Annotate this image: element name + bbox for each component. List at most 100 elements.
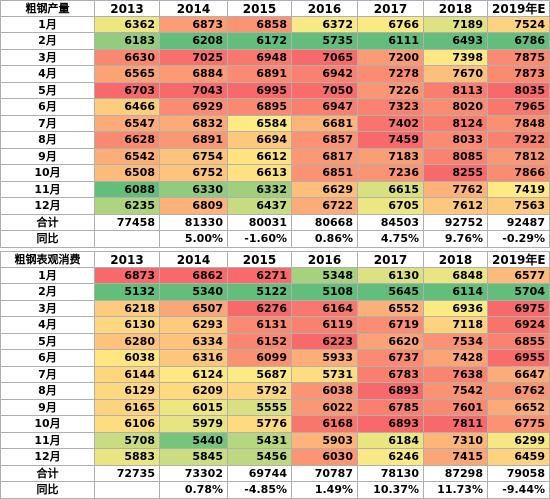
- row-label: 1月: [0, 267, 95, 284]
- value-cell: 5903: [292, 432, 358, 449]
- value-cell: 7866: [488, 165, 550, 182]
- column-header: 2016: [292, 0, 358, 17]
- value-cell: 6851: [292, 165, 358, 182]
- value-cell: 7875: [488, 49, 550, 66]
- value-cell: 6130: [95, 317, 160, 334]
- row-label: 2月: [0, 284, 95, 301]
- value-cell: 6124: [160, 366, 228, 383]
- row-label: 1月: [0, 16, 95, 33]
- total-label: 合计: [0, 214, 95, 231]
- value-cell: 6942: [292, 66, 358, 83]
- total-cell: 77458: [95, 214, 160, 231]
- value-cell: 6873: [160, 16, 228, 33]
- value-cell: 7226: [358, 82, 424, 99]
- value-cell: 8124: [424, 115, 488, 132]
- value-cell: 6613: [228, 165, 292, 182]
- value-cell: 6209: [160, 383, 228, 400]
- value-cell: 7402: [358, 115, 424, 132]
- value-cell: 7965: [488, 99, 550, 116]
- column-header: 2016: [292, 251, 358, 268]
- value-cell: 7398: [424, 49, 488, 66]
- value-cell: 7670: [424, 66, 488, 83]
- yoy-cell: -4.85%: [228, 482, 292, 499]
- row-label: 3月: [0, 300, 95, 317]
- value-cell: 6884: [160, 66, 228, 83]
- value-cell: 7118: [424, 317, 488, 334]
- value-cell: 6099: [228, 350, 292, 367]
- value-cell: 6466: [95, 99, 160, 116]
- value-cell: 5704: [488, 284, 550, 301]
- value-cell: 6615: [358, 181, 424, 198]
- value-cell: 6929: [160, 99, 228, 116]
- value-cell: 6493: [424, 33, 488, 50]
- value-cell: 6809: [160, 198, 228, 215]
- total-cell: 70787: [292, 465, 358, 482]
- total-cell: 72735: [95, 465, 160, 482]
- value-cell: 8035: [488, 82, 550, 99]
- table-title: 粗钢产量: [0, 0, 95, 17]
- value-cell: 8085: [424, 148, 488, 165]
- value-cell: 5979: [160, 416, 228, 433]
- value-cell: 6628: [95, 132, 160, 149]
- value-cell: 6144: [95, 366, 160, 383]
- value-cell: 6106: [95, 416, 160, 433]
- value-cell: 6168: [292, 416, 358, 433]
- value-cell: 7601: [424, 399, 488, 416]
- value-cell: 6208: [160, 33, 228, 50]
- value-cell: 5933: [292, 350, 358, 367]
- row-label: 7月: [0, 115, 95, 132]
- total-cell: 92487: [488, 214, 550, 231]
- yoy-cell: [95, 231, 160, 248]
- value-cell: 7200: [358, 49, 424, 66]
- column-header: 2019年E: [488, 0, 550, 17]
- value-cell: 5731: [292, 366, 358, 383]
- value-cell: 6235: [95, 198, 160, 215]
- value-cell: 6332: [228, 181, 292, 198]
- yoy-label: 同比: [0, 482, 95, 499]
- value-cell: 6362: [95, 16, 160, 33]
- value-cell: 6459: [488, 449, 550, 466]
- value-cell: 6223: [292, 333, 358, 350]
- value-cell: 6246: [358, 449, 424, 466]
- value-cell: 7811: [424, 416, 488, 433]
- value-cell: 6694: [228, 132, 292, 149]
- value-cell: 5776: [228, 416, 292, 433]
- yoy-cell: 10.37%: [358, 482, 424, 499]
- value-cell: 7873: [488, 66, 550, 83]
- value-cell: 7762: [424, 181, 488, 198]
- row-label: 4月: [0, 66, 95, 83]
- yoy-cell: -0.29%: [488, 231, 550, 248]
- value-cell: 6893: [358, 383, 424, 400]
- value-cell: 6299: [488, 432, 550, 449]
- value-cell: 6785: [358, 399, 424, 416]
- value-cell: 6334: [160, 333, 228, 350]
- value-cell: 6817: [292, 148, 358, 165]
- value-cell: 6924: [488, 317, 550, 334]
- value-cell: 6542: [95, 148, 160, 165]
- value-cell: 6437: [228, 198, 292, 215]
- column-header: 2017: [358, 251, 424, 268]
- value-cell: 6719: [358, 317, 424, 334]
- value-cell: 6038: [292, 383, 358, 400]
- value-cell: 6184: [358, 432, 424, 449]
- value-cell: 6629: [292, 181, 358, 198]
- value-cell: 7534: [424, 333, 488, 350]
- row-label: 2月: [0, 33, 95, 50]
- value-cell: 6114: [424, 284, 488, 301]
- row-label: 5月: [0, 333, 95, 350]
- value-cell: 7065: [292, 49, 358, 66]
- total-label: 合计: [0, 465, 95, 482]
- row-label: 9月: [0, 148, 95, 165]
- value-cell: 6857: [292, 132, 358, 149]
- value-cell: 6647: [488, 366, 550, 383]
- value-cell: 5348: [292, 267, 358, 284]
- value-cell: 8113: [424, 82, 488, 99]
- value-cell: 5440: [160, 432, 228, 449]
- value-cell: 6620: [358, 333, 424, 350]
- column-header: 2013: [95, 0, 160, 17]
- value-cell: 5431: [228, 432, 292, 449]
- value-cell: 8255: [424, 165, 488, 182]
- value-cell: 6893: [358, 416, 424, 433]
- yoy-cell: [95, 482, 160, 499]
- value-cell: 6955: [488, 350, 550, 367]
